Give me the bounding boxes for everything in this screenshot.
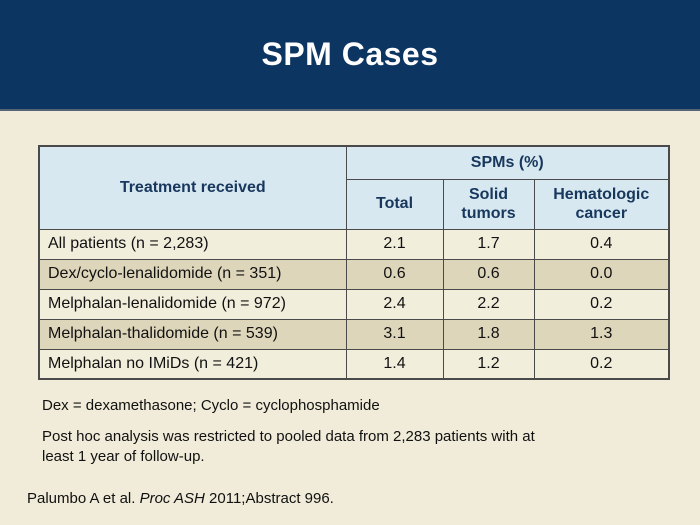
row-label: All patients (n = 2,283) — [38, 228, 347, 260]
column-header-hematologic-cancer: Hematologic cancer — [533, 178, 670, 230]
cell-solid-tumors: 1.7 — [442, 228, 535, 260]
row-label: Dex/cyclo-lenalidomide (n = 351) — [38, 258, 347, 290]
table-header-group-row: Treatment received SPMs (%) — [38, 145, 670, 230]
footnotes: Dex = dexamethasone; Cyclo = cyclophosph… — [42, 396, 700, 467]
cell-total: 2.4 — [345, 288, 444, 320]
cell-total: 0.6 — [345, 258, 444, 290]
citation-suffix: 2011;Abstract 996. — [204, 490, 334, 507]
cell-hematologic: 0.4 — [533, 228, 670, 260]
cell-hematologic: 0.2 — [533, 348, 670, 380]
cell-total: 3.1 — [345, 318, 444, 350]
posthoc-note: Post hoc analysis was restricted to pool… — [42, 427, 700, 467]
table-row-melphalan-no-imids: Melphalan no IMiDs (n = 421) 1.4 1.2 0.2 — [38, 348, 670, 380]
posthoc-note-line2: least 1 year of follow-up. — [42, 448, 205, 465]
citation: Palumbo A et al. Proc ASH 2011;Abstract … — [27, 490, 700, 507]
column-header-total: Total — [345, 178, 444, 230]
table-row-melphalan-thalidomide: Melphalan-thalidomide (n = 539) 3.1 1.8 … — [38, 318, 670, 350]
cell-solid-tumors: 2.2 — [442, 288, 535, 320]
table-row-all-patients: All patients (n = 2,283) 2.1 1.7 0.4 — [38, 228, 670, 260]
title-banner: SPM Cases — [0, 0, 700, 111]
table-row-melphalan-lenalidomide: Melphalan-lenalidomide (n = 972) 2.4 2.2… — [38, 288, 670, 320]
row-label: Melphalan-thalidomide (n = 539) — [38, 318, 347, 350]
column-group-header-spms: SPMs (%) — [345, 145, 670, 180]
citation-journal: Proc ASH — [139, 490, 205, 507]
cell-solid-tumors: 0.6 — [442, 258, 535, 290]
table-header-columns-row: Total Solid tumors Hematologic cancer — [39, 178, 670, 230]
slide-title: SPM Cases — [261, 36, 439, 72]
table-row-dex-cyclo-lenalidomide: Dex/cyclo-lenalidomide (n = 351) 0.6 0.6… — [38, 258, 670, 290]
column-header-solid-tumors: Solid tumors — [442, 178, 535, 230]
cell-total: 2.1 — [345, 228, 444, 260]
row-label: Melphalan no IMiDs (n = 421) — [38, 348, 347, 380]
row-label: Melphalan-lenalidomide (n = 972) — [38, 288, 347, 320]
cell-hematologic: 0.2 — [533, 288, 670, 320]
cell-solid-tumors: 1.8 — [442, 318, 535, 350]
posthoc-note-line1: Post hoc analysis was restricted to pool… — [42, 428, 535, 445]
spm-cases-table: Treatment received SPMs (%) Total Solid … — [38, 145, 671, 380]
cell-hematologic: 0.0 — [533, 258, 670, 290]
cell-solid-tumors: 1.2 — [442, 348, 535, 380]
abbreviations-note: Dex = dexamethasone; Cyclo = cyclophosph… — [42, 397, 380, 414]
cell-hematologic: 1.3 — [533, 318, 670, 350]
cell-total: 1.4 — [345, 348, 444, 380]
citation-prefix: Palumbo A et al. — [27, 490, 140, 507]
column-header-treatment: Treatment received — [38, 145, 347, 230]
